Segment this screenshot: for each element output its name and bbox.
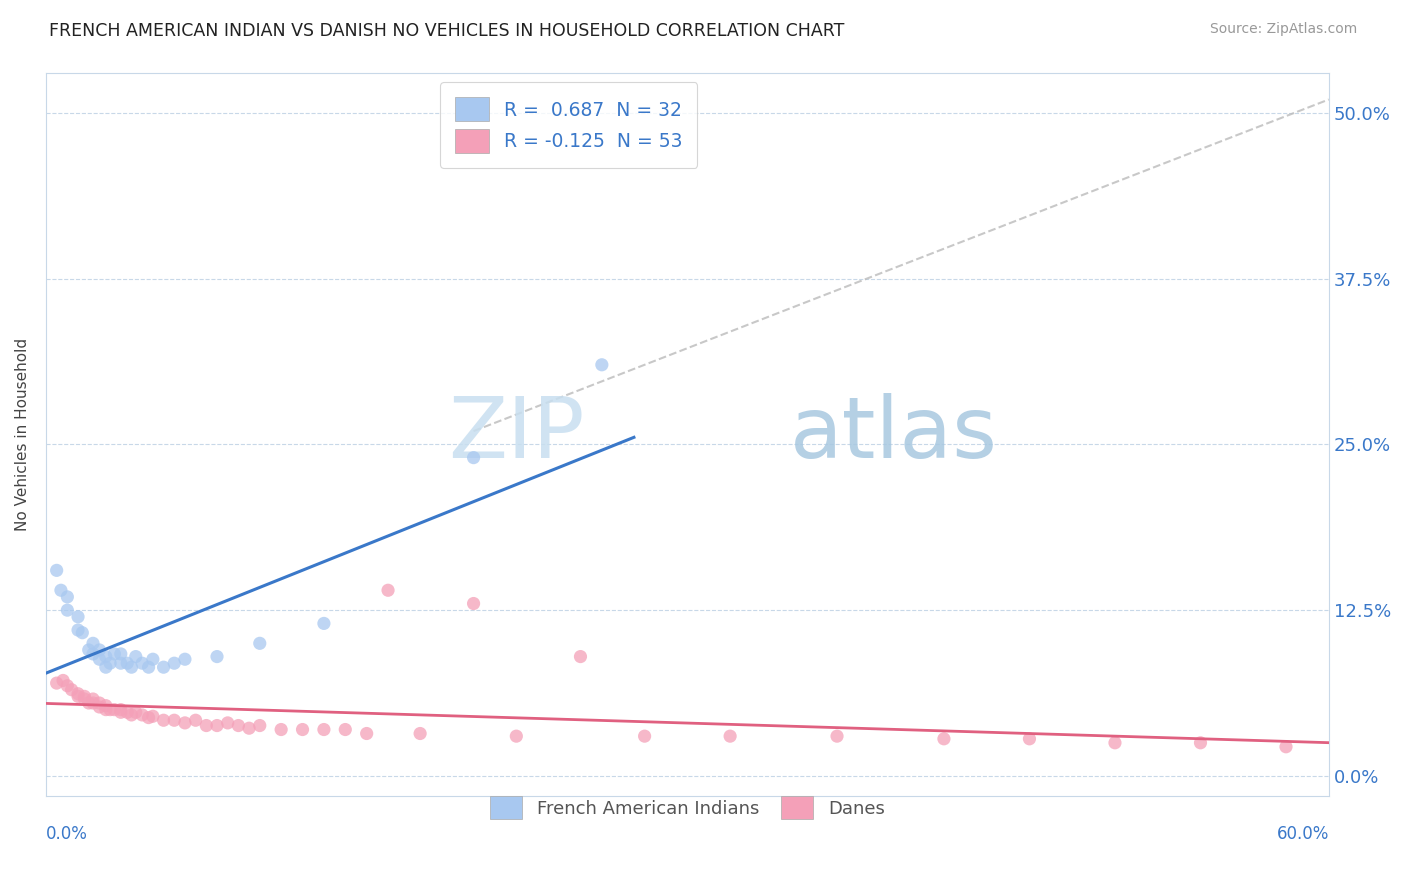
Point <box>98 703 121 717</box>
Point <box>56 679 79 693</box>
Point <box>184 713 207 727</box>
Point <box>56 603 79 617</box>
Point <box>505 729 527 743</box>
Point <box>89 652 111 666</box>
Point <box>110 657 132 671</box>
Point <box>110 703 132 717</box>
Point <box>591 358 613 372</box>
Point <box>932 731 955 746</box>
Point <box>82 647 104 661</box>
Point <box>115 706 138 720</box>
Point <box>49 583 72 598</box>
Point <box>110 706 132 720</box>
Point <box>356 726 378 740</box>
Point <box>152 660 174 674</box>
Point <box>94 660 117 674</box>
Point <box>1189 736 1212 750</box>
Point <box>67 690 90 704</box>
Point <box>45 563 67 577</box>
Y-axis label: No Vehicles in Household: No Vehicles in Household <box>15 338 30 531</box>
Point <box>249 718 271 732</box>
Point <box>82 692 104 706</box>
Legend: French American Indians, Danes: French American Indians, Danes <box>482 789 891 827</box>
Point <box>1018 731 1040 746</box>
Point <box>82 636 104 650</box>
Point <box>238 721 260 735</box>
Point <box>77 696 100 710</box>
Point <box>125 706 148 720</box>
Point <box>718 729 741 743</box>
Point <box>89 643 111 657</box>
Point <box>73 692 96 706</box>
Point <box>1275 739 1298 754</box>
Point <box>825 729 848 743</box>
Point <box>312 723 335 737</box>
Point <box>633 729 655 743</box>
Point <box>138 660 160 674</box>
Point <box>463 597 485 611</box>
Point <box>67 623 90 637</box>
Point <box>60 682 83 697</box>
Point <box>72 625 94 640</box>
Text: Source: ZipAtlas.com: Source: ZipAtlas.com <box>1209 22 1357 37</box>
Point <box>1104 736 1126 750</box>
Point <box>115 657 138 671</box>
Point <box>195 718 218 732</box>
Text: 60.0%: 60.0% <box>1277 825 1329 843</box>
Text: atlas: atlas <box>790 392 998 476</box>
Point <box>67 687 90 701</box>
Point <box>174 715 197 730</box>
Point <box>409 726 432 740</box>
Point <box>125 649 148 664</box>
Point <box>89 696 111 710</box>
Point <box>121 660 143 674</box>
Point <box>103 647 125 661</box>
Point <box>45 676 67 690</box>
Point <box>377 583 399 598</box>
Point <box>56 590 79 604</box>
Point <box>270 723 292 737</box>
Point <box>463 450 485 465</box>
Point <box>131 657 153 671</box>
Point <box>94 698 117 713</box>
Point <box>205 718 228 732</box>
Point <box>249 636 271 650</box>
Point <box>163 657 186 671</box>
Text: 0.0%: 0.0% <box>46 825 87 843</box>
Point <box>94 649 117 664</box>
Point <box>142 652 165 666</box>
Point <box>103 703 125 717</box>
Point <box>174 652 197 666</box>
Point <box>142 709 165 723</box>
Point <box>569 649 592 664</box>
Point <box>94 703 117 717</box>
Point <box>98 657 121 671</box>
Point <box>131 708 153 723</box>
Text: FRENCH AMERICAN INDIAN VS DANISH NO VEHICLES IN HOUSEHOLD CORRELATION CHART: FRENCH AMERICAN INDIAN VS DANISH NO VEHI… <box>49 22 845 40</box>
Point <box>217 715 239 730</box>
Point <box>335 723 357 737</box>
Point <box>228 718 250 732</box>
Point <box>152 713 174 727</box>
Point <box>291 723 314 737</box>
Point <box>52 673 75 688</box>
Point <box>110 647 132 661</box>
Point <box>121 708 143 723</box>
Point <box>163 713 186 727</box>
Point <box>312 616 335 631</box>
Point <box>205 649 228 664</box>
Point <box>67 609 90 624</box>
Point <box>138 710 160 724</box>
Text: ZIP: ZIP <box>449 392 585 476</box>
Point <box>82 696 104 710</box>
Point <box>77 643 100 657</box>
Point <box>73 690 96 704</box>
Point <box>89 700 111 714</box>
